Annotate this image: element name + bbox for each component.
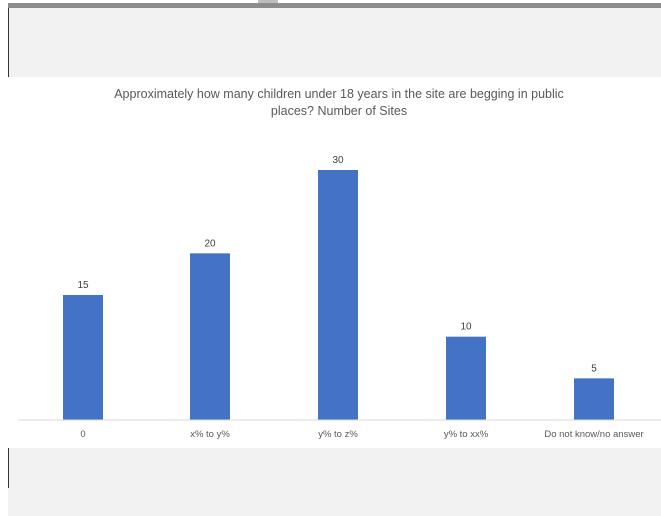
cropped-content-fragment (258, 0, 278, 3)
bar-3 (446, 336, 486, 420)
data-label-4: 5 (591, 363, 597, 374)
chart-container: Approximately how many children under 18… (8, 77, 661, 448)
x-tick-label-3: y% to xx% (444, 429, 489, 440)
data-label-2: 30 (332, 155, 344, 166)
bar-chart: Approximately how many children under 18… (18, 87, 661, 440)
bottom-gray-panel (8, 448, 661, 516)
bar-2 (318, 170, 358, 420)
top-gray-panel (8, 8, 661, 77)
bar-4 (574, 378, 614, 420)
top-divider (8, 3, 661, 8)
data-label-3: 10 (460, 322, 472, 333)
data-label-0: 15 (77, 280, 89, 291)
data-label-1: 20 (204, 238, 216, 249)
chart-title-line-2: places? Number of Sites (271, 104, 407, 118)
left-frame-line-bottom (8, 448, 9, 488)
x-tick-label-2: y% to z% (318, 429, 358, 440)
x-tick-label-1: x% to y% (190, 429, 230, 440)
bar-1 (190, 253, 230, 420)
chart-title-line-1: Approximately how many children under 18… (114, 87, 564, 101)
x-axis-tick-labels: 0 x% to y% y% to z% y% to xx% Do not know/no… (80, 429, 643, 440)
bar-0 (63, 295, 103, 420)
x-tick-label-4: Do not know/no answer (544, 429, 643, 440)
x-tick-label-0: 0 (80, 429, 85, 440)
bar-series: 15 20 30 10 5 (63, 155, 614, 420)
left-frame-line (8, 8, 9, 77)
